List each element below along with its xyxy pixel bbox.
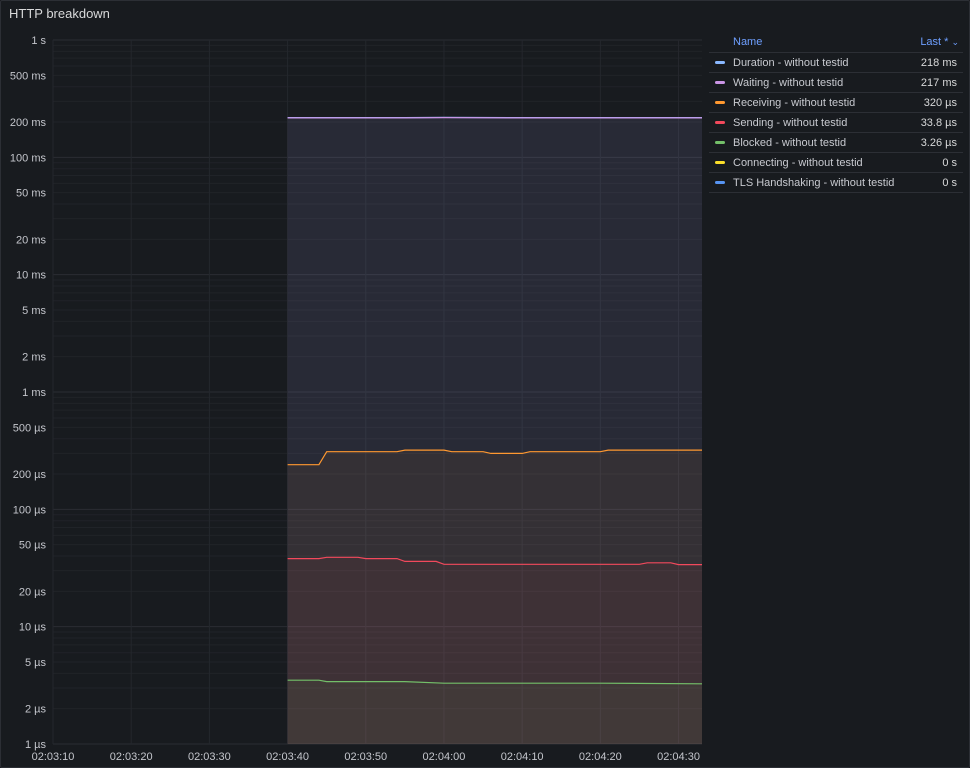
y-axis-tick-label: 100 µs (13, 504, 47, 516)
legend-last-value: 3.26 µs (920, 136, 957, 149)
legend-row-left: Sending - without testid (715, 117, 847, 129)
series-color-swatch (715, 61, 725, 64)
series-color-swatch (715, 81, 725, 84)
x-axis-tick-label: 02:04:20 (579, 751, 622, 763)
legend-name-header[interactable]: Name (733, 36, 763, 48)
x-axis-tick-label: 02:03:40 (266, 751, 309, 763)
legend-series-name: Connecting - without testid (733, 156, 863, 169)
legend-row-left: TLS Handshaking - without testid (715, 177, 894, 189)
legend-last-header[interactable]: Last * ⌄ (920, 36, 959, 48)
x-axis-tick-label: 02:04:10 (501, 751, 544, 763)
legend-rows: Duration - without testid 218 ms Waiting -… (709, 53, 963, 193)
legend-series-name: Blocked - without testid (733, 136, 847, 149)
time-series-chart: 1 s 500 ms 200 ms 100 ms 50 ms 20 ms 10 ms 5 ms… (10, 35, 703, 763)
x-axis-tick-label: 02:03:50 (344, 751, 387, 763)
series-area (287, 680, 702, 744)
y-axis-tick-label: 5 µs (25, 657, 47, 669)
y-axis-tick-label: 2 µs (25, 704, 47, 716)
legend-row[interactable]: Connecting - without testid 0 s (709, 153, 963, 173)
y-axis-tick-label: 20 ms (16, 234, 46, 246)
legend-row[interactable]: Receiving - without testid 320 µs (709, 93, 963, 113)
chevron-down-icon: ⌄ (951, 36, 959, 47)
series-area (287, 117, 702, 744)
series-color-swatch (715, 141, 725, 144)
legend-row[interactable]: Blocked - without testid 3.26 µs (709, 133, 963, 153)
legend-row[interactable]: Duration - without testid 218 ms (709, 53, 963, 73)
legend-row-left: Duration - without testid (715, 57, 849, 69)
legend-series-name: TLS Handshaking - without testid (733, 176, 895, 189)
legend-last-value: 0 s (942, 176, 957, 189)
x-axis-tick-label: 02:03:30 (188, 751, 231, 763)
y-axis-tick-label: 20 µs (19, 586, 47, 598)
panel-title: HTTP breakdown (9, 6, 110, 21)
legend-row-left: Blocked - without testid (715, 137, 846, 149)
legend-last-value: 0 s (942, 156, 957, 169)
y-axis-tick-label: 10 µs (19, 622, 47, 634)
legend-last-value: 218 ms (920, 56, 957, 69)
y-axis-tick-label: 1 s (31, 35, 46, 47)
series-area (287, 557, 702, 744)
legend-table: Name Last * ⌄ Duration - without testid 2… (709, 32, 963, 193)
y-axis-tick-label: 10 ms (16, 270, 46, 282)
y-axis-tick-label: 1 ms (22, 387, 46, 399)
series-area (287, 117, 702, 745)
legend-row-left: Connecting - without testid (715, 157, 863, 169)
series-line (287, 556, 702, 566)
legend-row[interactable]: TLS Handshaking - without testid 0 s (709, 173, 963, 193)
x-axis-tick-label: 02:04:30 (657, 751, 700, 763)
y-axis-tick-label: 200 ms (10, 117, 47, 129)
x-axis-tick-label: 02:04:00 (423, 751, 466, 763)
legend-last-value: 320 µs (923, 96, 957, 109)
series-line (287, 449, 702, 466)
series-color-swatch (715, 181, 725, 184)
series-color-swatch (715, 121, 725, 124)
legend-row[interactable]: Sending - without testid 33.8 µs (709, 113, 963, 133)
y-axis-tick-label: 2 ms (22, 352, 46, 364)
y-axis-tick-label: 5 ms (22, 305, 46, 317)
x-axis-tick-label: 02:03:10 (32, 751, 75, 763)
y-axis-tick-label: 100 ms (10, 152, 47, 164)
legend-series-name: Receiving - without testid (733, 96, 856, 109)
y-axis-tick-label: 1 µs (25, 739, 47, 751)
series-color-swatch (715, 161, 725, 164)
legend-series-name: Sending - without testid (733, 116, 848, 129)
series-line (287, 679, 703, 685)
x-axis-tick-label: 02:03:20 (110, 751, 153, 763)
y-axis-tick-label: 50 ms (16, 188, 46, 200)
series-color-swatch (715, 101, 725, 104)
y-axis-tick-label: 500 µs (13, 422, 47, 434)
legend-last-label: Last * (920, 36, 949, 48)
legend-series-name: Duration - without testid (733, 56, 849, 69)
legend-row[interactable]: Waiting - without testid 217 ms (709, 73, 963, 93)
y-axis-tick-label: 50 µs (19, 540, 47, 552)
legend-header: Name Last * ⌄ (709, 32, 963, 53)
legend-last-value: 217 ms (920, 76, 957, 89)
legend-last-value: 33.8 µs (920, 116, 957, 129)
legend-row-left: Receiving - without testid (715, 97, 855, 109)
legend-row-left: Waiting - without testid (715, 77, 843, 89)
series-area (287, 450, 702, 744)
legend-series-name: Waiting - without testid (733, 76, 844, 89)
y-axis-tick-label: 200 µs (13, 469, 47, 481)
y-axis-tick-label: 500 ms (10, 70, 47, 82)
